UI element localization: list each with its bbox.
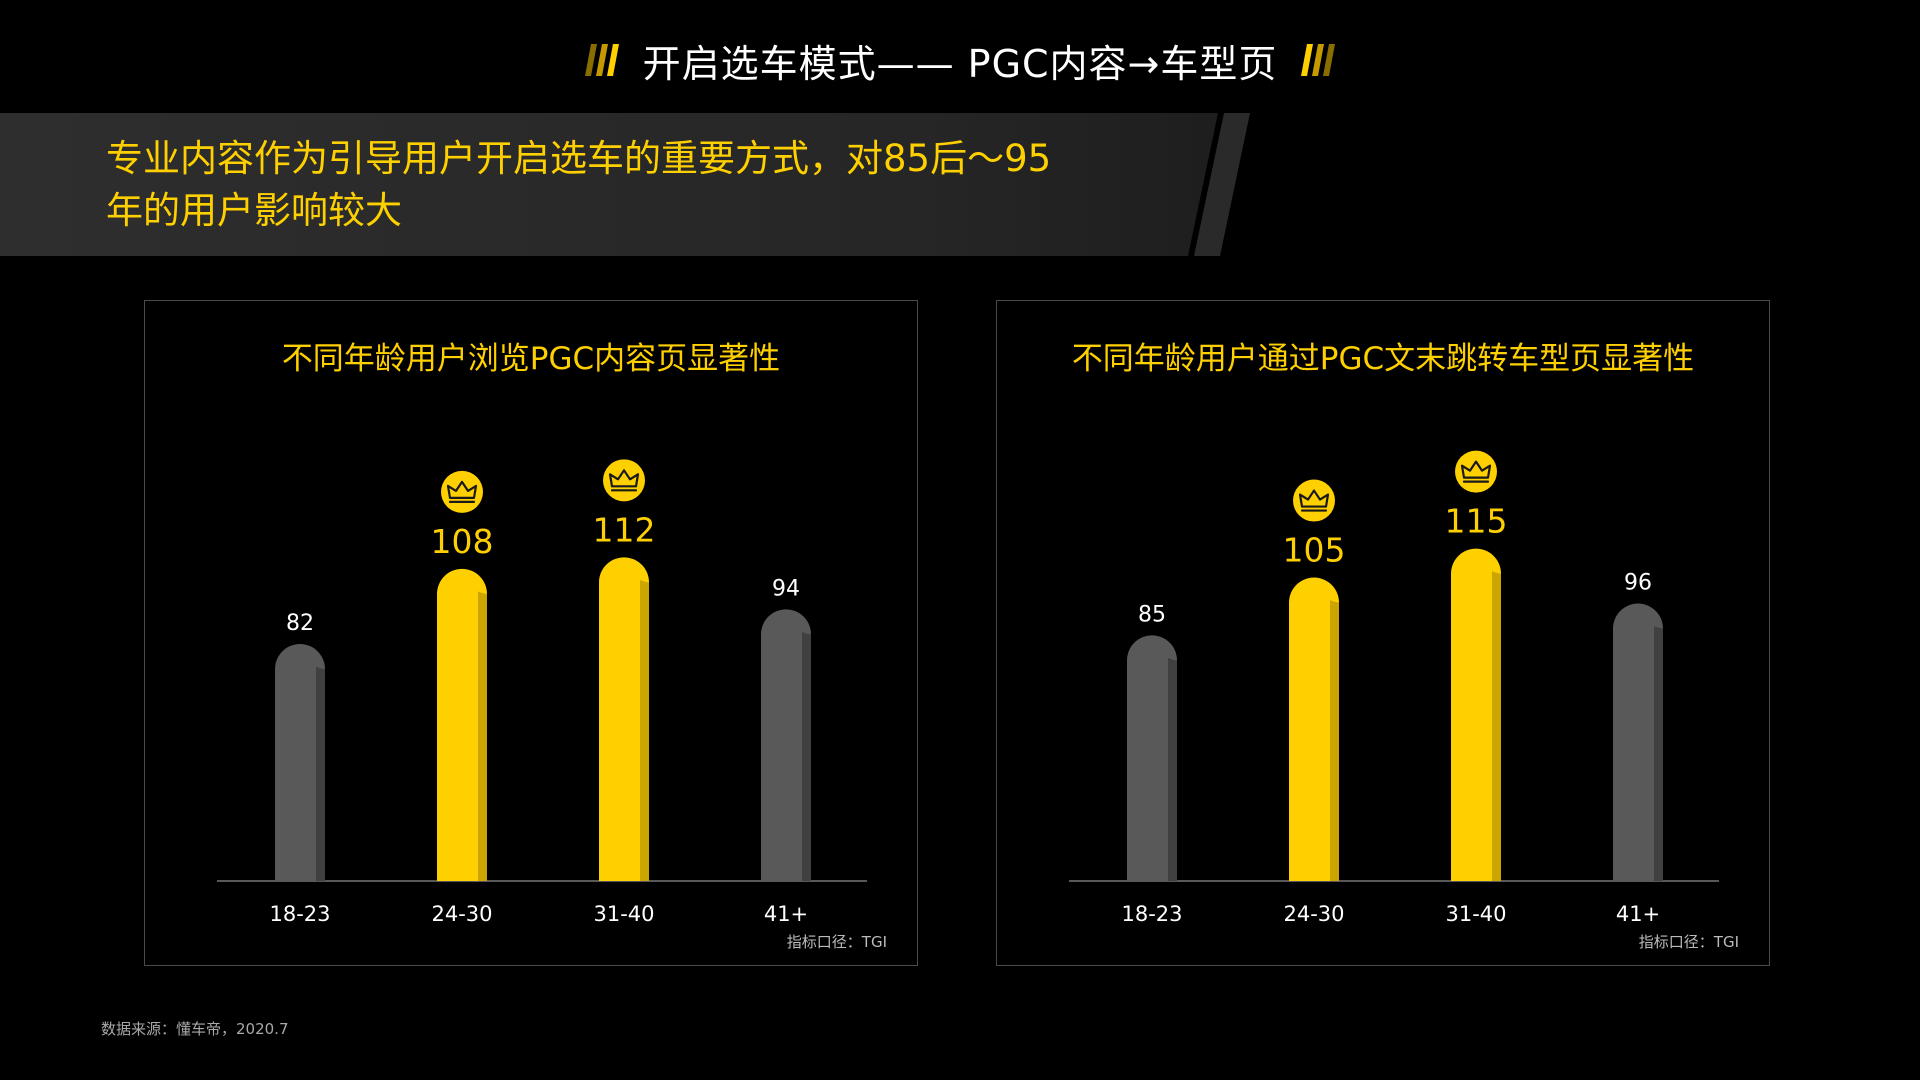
bar-31-40 [599,557,649,881]
category-label: 18-23 [1121,902,1182,926]
bar-18-23 [275,644,325,881]
bar-41+ [761,609,811,881]
bar-24-30 [437,568,487,881]
title-row: 开启选车模式—— PGC内容→车型页 [0,28,1920,92]
metric-note: 指标口径：TGI [786,933,887,951]
headline-line-1: 专业内容作为引导用户开启选车的重要方式，对85后～95 [106,137,1052,180]
category-label: 31-40 [1445,902,1506,926]
bar-chart-jump: 85 18-23 105 24-30 115 31-40 96 41+ [1069,450,1719,926]
value-label: 85 [1138,602,1166,627]
category-label: 24-30 [431,902,492,926]
value-label: 82 [286,611,314,636]
chart-panel-browse: 不同年龄用户浏览PGC内容页显著性 82 18-23 108 24-30 112 31-4… [144,300,918,966]
value-label: 115 [1445,502,1508,541]
chart-title: 不同年龄用户浏览PGC内容页显著性 [281,341,781,377]
bar-31-40 [1451,548,1501,881]
slanted-bars-icon [584,44,619,76]
chart-panel-jump: 不同年龄用户通过PGC文末跳转车型页显著性 85 18-23 105 24-30 115… [996,300,1770,966]
value-label: 96 [1624,571,1652,596]
slanted-bars-icon [1301,44,1336,76]
crown-icon [1293,479,1335,522]
category-label: 18-23 [269,902,330,926]
page-title: 开启选车模式—— PGC内容→车型页 [642,41,1278,86]
category-label: 41+ [1616,902,1660,926]
value-label: 108 [431,522,494,561]
data-source: 数据来源：懂车帝，2020.7 [101,1020,289,1038]
value-label: 105 [1283,531,1346,570]
chart-title: 不同年龄用户通过PGC文末跳转车型页显著性 [1071,341,1695,377]
headline: 专业内容作为引导用户开启选车的重要方式，对85后～95 年的用户影响较大 [106,133,1156,237]
category-label: 31-40 [593,902,654,926]
value-label: 94 [772,576,800,601]
bar-24-30 [1289,577,1339,881]
crown-icon [603,459,645,502]
bar-18-23 [1127,635,1177,881]
headline-line-2: 年的用户影响较大 [106,189,402,232]
value-label: 112 [593,510,656,549]
bar-chart-browse: 82 18-23 108 24-30 112 31-40 94 41+ [217,459,867,926]
crown-icon [1455,450,1497,493]
category-label: 24-30 [1283,902,1344,926]
bar-41+ [1613,603,1663,881]
metric-note: 指标口径：TGI [1638,933,1739,951]
crown-icon [441,470,483,513]
headline-banner [0,113,1250,256]
category-label: 41+ [764,902,808,926]
